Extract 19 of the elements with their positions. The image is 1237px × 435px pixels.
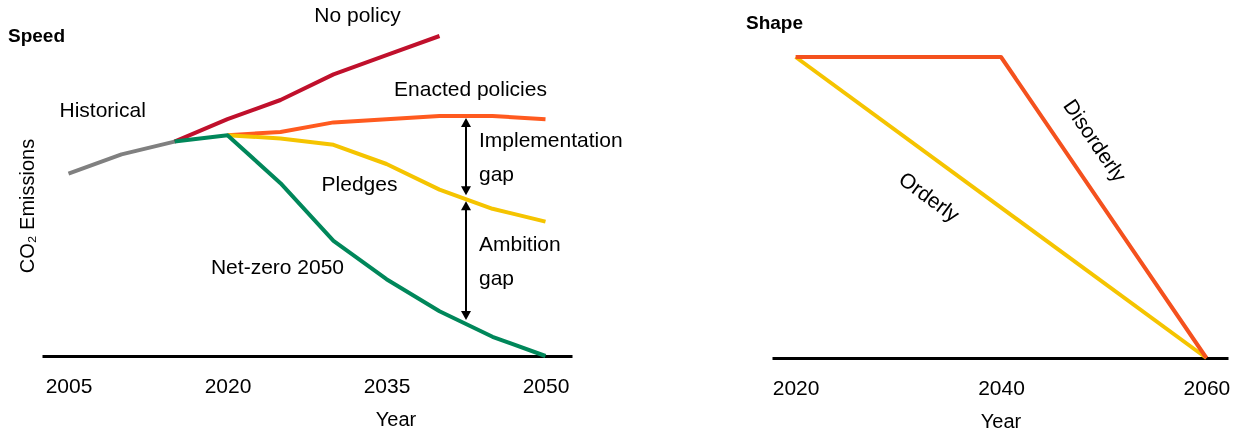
x-tick-label: 2040 xyxy=(978,375,1025,399)
series-label: Historical xyxy=(59,97,146,121)
x-axis-title: Year xyxy=(375,408,417,430)
chart-title: Speed xyxy=(8,25,66,46)
x-tick-label: 2020 xyxy=(772,375,820,399)
annotation: Implementation gap xyxy=(479,127,623,185)
series-label: Enacted policies xyxy=(394,77,547,100)
x-tick-label: 2020 xyxy=(204,373,252,397)
x-tick-label: 2060 xyxy=(1183,375,1231,399)
chart-title: Shape xyxy=(746,12,804,33)
y-axis-title: CO₂ Emissions xyxy=(16,138,38,274)
x-axis-title: Year xyxy=(980,410,1022,432)
x-tick-label: 2005 xyxy=(45,373,93,397)
series-label: Net-zero 2050 xyxy=(210,254,345,278)
series-label: Pledges xyxy=(321,172,398,195)
x-tick-label: 2050 xyxy=(522,373,570,397)
series-label: No policy xyxy=(314,3,402,26)
x-tick-label: 2035 xyxy=(363,373,411,397)
annotation: Ambition gap xyxy=(479,231,561,289)
